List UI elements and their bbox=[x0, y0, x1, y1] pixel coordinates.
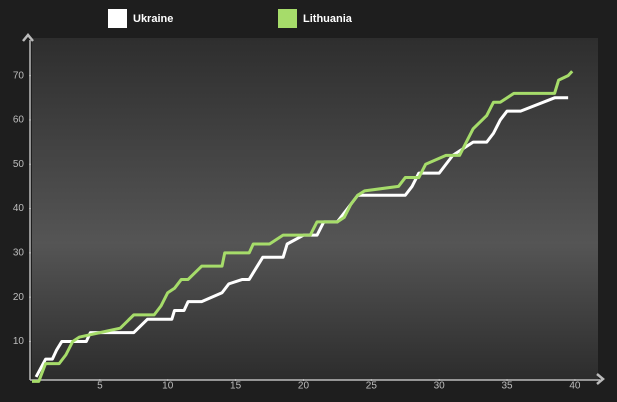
x-tick-label: 30 bbox=[434, 381, 446, 392]
series-line bbox=[34, 96, 569, 378]
y-tick-label: 70 bbox=[13, 70, 25, 81]
y-tick-label: 10 bbox=[13, 336, 25, 347]
x-tick-label: 25 bbox=[366, 381, 378, 392]
y-tick-label: 20 bbox=[13, 292, 25, 303]
legend-label: Ukraine bbox=[133, 13, 173, 25]
y-tick-label: 60 bbox=[13, 115, 25, 126]
x-tick-label: 35 bbox=[501, 381, 513, 392]
x-tick-label: 10 bbox=[162, 381, 174, 392]
x-arrow bbox=[596, 373, 605, 385]
legend-swatch bbox=[108, 9, 127, 28]
y-tick-label: 40 bbox=[13, 203, 25, 214]
y-arrow bbox=[22, 33, 34, 42]
x-tick-label: 15 bbox=[230, 381, 242, 392]
x-tick-label: 20 bbox=[298, 381, 310, 392]
y-tick-label: 50 bbox=[13, 159, 25, 170]
x-tick-label: 40 bbox=[569, 381, 581, 392]
x-tick-label: 5 bbox=[97, 381, 103, 392]
series-line bbox=[32, 70, 574, 383]
legend-label: Lithuania bbox=[303, 13, 353, 25]
y-tick-label: 30 bbox=[13, 247, 25, 258]
legend-swatch bbox=[278, 9, 297, 28]
